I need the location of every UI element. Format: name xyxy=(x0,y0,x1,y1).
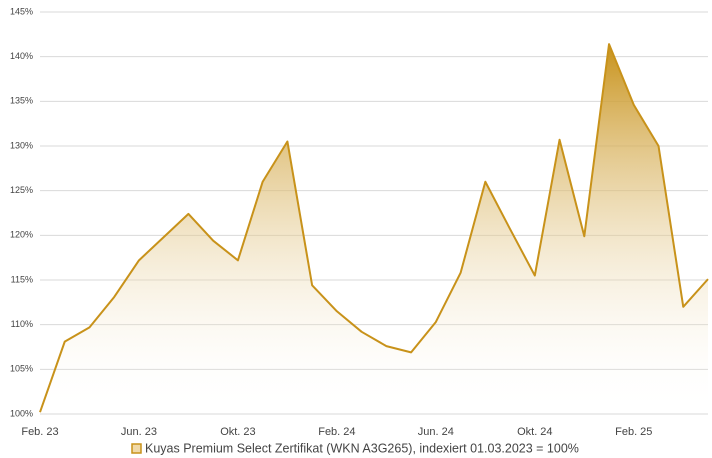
area-fill xyxy=(40,44,708,414)
x-tick-label: Feb. 25 xyxy=(615,426,652,438)
line xyxy=(39,43,709,413)
y-tick-label: 125% xyxy=(10,185,33,195)
legend-label: Kuyas Premium Select Zertifikat (WKN A3G… xyxy=(145,441,579,455)
legend-swatch xyxy=(131,443,142,454)
y-tick-label: 110% xyxy=(11,319,33,329)
y-tick-label: 120% xyxy=(10,230,33,240)
x-tick-label: Okt. 24 xyxy=(517,426,552,438)
x-tick-label: Feb. 23 xyxy=(21,426,58,438)
y-tick-label: 135% xyxy=(10,96,33,106)
y-tick-label: 105% xyxy=(10,364,33,374)
y-tick-label: 100% xyxy=(10,408,33,418)
y-tick-label: 140% xyxy=(10,51,33,61)
y-tick-label: 130% xyxy=(10,140,33,150)
y-tick-label: 145% xyxy=(10,6,33,16)
x-tick-label: Okt. 23 xyxy=(220,426,255,438)
y-tick-label: 115% xyxy=(11,274,33,284)
x-tick-label: Jun. 23 xyxy=(121,426,157,438)
x-tick-label: Jun. 24 xyxy=(418,426,454,438)
x-tick-label: Feb. 24 xyxy=(318,426,355,438)
